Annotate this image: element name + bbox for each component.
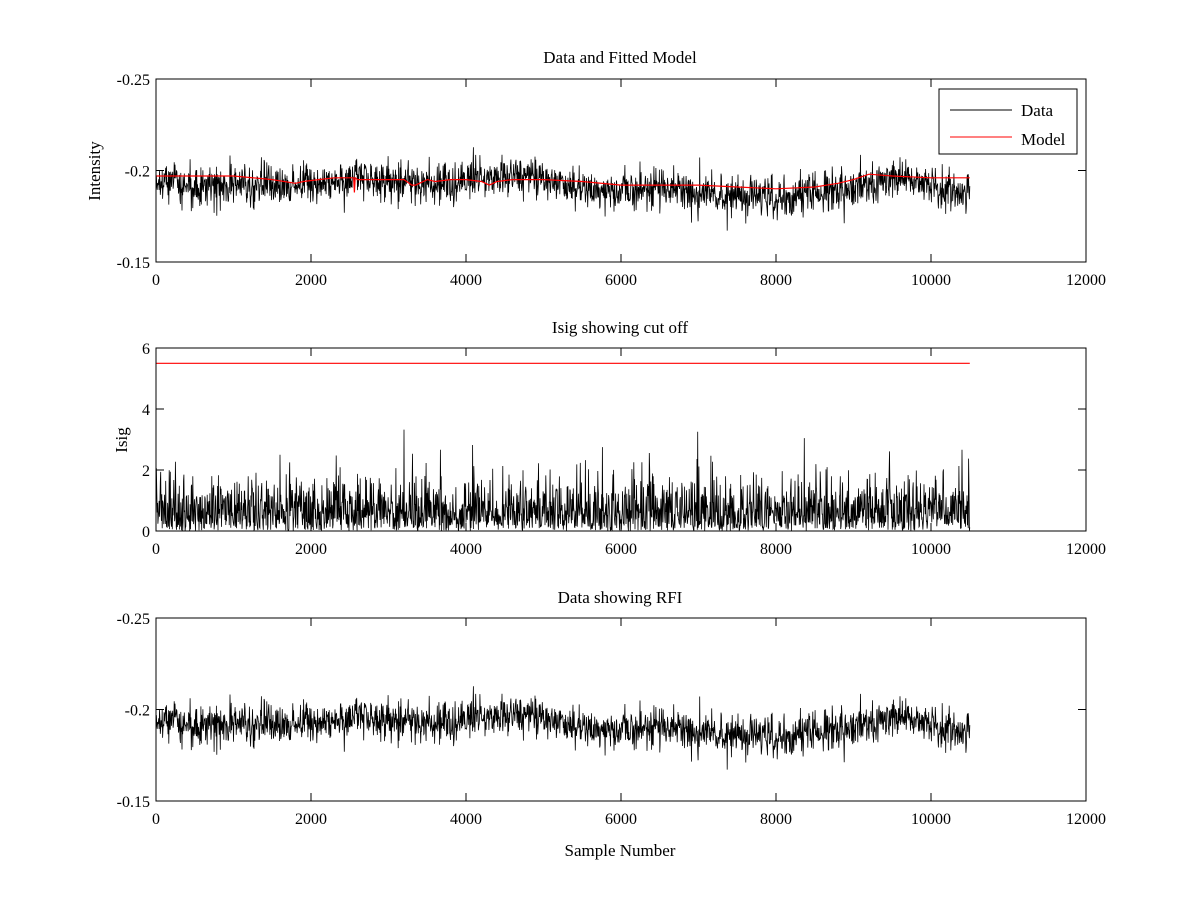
x-tick-label-1-0: 0 xyxy=(152,272,160,289)
x-tick-label-1-2: 4000 xyxy=(450,272,482,289)
y-tick-label-2-2: 4 xyxy=(142,402,150,419)
y-tick-label-2-0: 0 xyxy=(142,524,150,541)
panel-data-and-fitted-model: Data and Fitted Model Intensity Data Mod… xyxy=(85,48,1087,263)
x-tick-label-2-3: 6000 xyxy=(605,541,637,558)
x-tick-label-3-1: 2000 xyxy=(295,811,327,828)
x-tick-label-2-2: 4000 xyxy=(450,541,482,558)
series-line-1-1 xyxy=(155,147,971,231)
legend-box xyxy=(938,88,1078,155)
panel-1-legend: Data Model xyxy=(938,88,1078,155)
x-tick-label-3-2: 4000 xyxy=(450,811,482,828)
series-line-1-2 xyxy=(156,173,970,193)
x-tick-label-1-3: 6000 xyxy=(605,272,637,289)
x-tick-label-2-4: 8000 xyxy=(760,541,792,558)
series-line-2-1 xyxy=(155,429,971,532)
panel-3-title: Data showing RFI xyxy=(558,588,683,607)
x-tick-label-3-6: 12000 xyxy=(1066,811,1106,828)
panel-1-plot-area xyxy=(155,147,971,231)
panel-2-title: Isig showing cut off xyxy=(552,318,688,337)
panel-1-title: Data and Fitted Model xyxy=(543,48,697,67)
x-tick-label-3-5: 10000 xyxy=(911,811,951,828)
y-tick-label-2-1: 2 xyxy=(142,463,150,480)
panel-isig-showing-cut-off: Isig showing cut off Isig xyxy=(112,318,1087,532)
x-tick-label-1-1: 2000 xyxy=(295,272,327,289)
y-tick-label-3-0: -0.15 xyxy=(117,794,150,811)
x-tick-label-2-6: 12000 xyxy=(1066,541,1106,558)
series-line-3-1 xyxy=(155,686,971,770)
x-tick-label-2-5: 10000 xyxy=(911,541,951,558)
x-tick-label-3-4: 8000 xyxy=(760,811,792,828)
x-tick-label-1-5: 10000 xyxy=(911,272,951,289)
x-tick-label-1-4: 8000 xyxy=(760,272,792,289)
y-tick-label-3-1: -0.2 xyxy=(125,703,150,720)
y-tick-label-1-1: -0.2 xyxy=(125,164,150,181)
x-tick-label-3-3: 6000 xyxy=(605,811,637,828)
x-tick-label-2-1: 2000 xyxy=(295,541,327,558)
x-tick-label-3-0: 0 xyxy=(152,811,160,828)
panel-3-xlabel: Sample Number xyxy=(565,841,676,860)
panel-1-ylabel: Intensity xyxy=(85,141,104,201)
x-tick-label-2-0: 0 xyxy=(152,541,160,558)
legend-data-label: Data xyxy=(1021,101,1054,120)
panel-2-plot-area xyxy=(155,362,971,532)
legend-model-label: Model xyxy=(1021,130,1066,149)
panel-3-plot-area xyxy=(155,686,971,770)
y-tick-label-1-2: -0.25 xyxy=(117,72,150,89)
y-tick-label-2-3: 6 xyxy=(142,341,150,358)
panel-2-ylabel: Isig xyxy=(112,427,131,453)
y-tick-label-1-0: -0.15 xyxy=(117,255,150,272)
x-tick-label-1-6: 12000 xyxy=(1066,272,1106,289)
y-tick-label-3-2: -0.25 xyxy=(117,611,150,628)
